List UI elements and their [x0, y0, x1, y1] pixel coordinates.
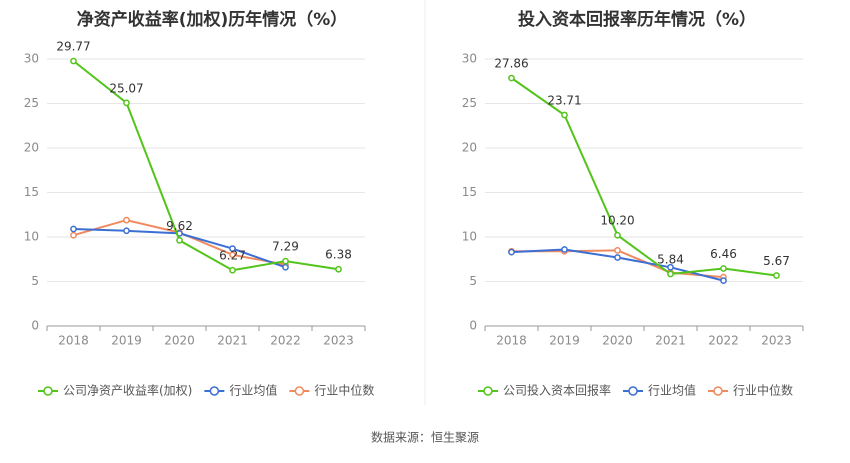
legend-marker — [209, 386, 220, 396]
data-point[interactable] — [561, 111, 568, 119]
y-tick-label: 15 — [462, 185, 477, 199]
y-tick-label: 15 — [24, 185, 39, 199]
x-tick-label: 2022 — [708, 334, 739, 348]
legend-label: 行业中位数 — [733, 383, 793, 398]
data-label: 27.86 — [494, 57, 528, 71]
series-line — [72, 60, 339, 272]
data-label: 10.20 — [600, 214, 634, 228]
data-point[interactable] — [70, 225, 77, 233]
chart-title: 净资产收益率(加权)历年情况（%） — [77, 9, 348, 30]
data-point[interactable] — [70, 57, 77, 65]
data-point[interactable] — [614, 254, 621, 261]
x-tick-label: 2020 — [602, 334, 633, 348]
x-tick-label: 2019 — [549, 334, 580, 348]
data-point[interactable] — [229, 251, 236, 259]
y-tick-label: 20 — [462, 141, 477, 155]
chart-panel-1: 净资产收益率(加权)历年情况（%） 0 5 10 15 20 25 30 2018 2019 202… — [24, 9, 375, 398]
legend-label: 公司净资产收益率(加权) — [63, 383, 192, 398]
series-1: 27.86 23.71 10.20 5.84 6.46 5.67 — [494, 57, 790, 279]
data-label: 6.38 — [325, 248, 352, 262]
legend: 公司净资产收益率(加权) 行业均值 行业中位数 — [38, 383, 374, 398]
legend-label: 公司投入资本回报率 — [503, 383, 611, 398]
x-tick-label: 2018 — [58, 334, 89, 348]
data-label: 6.46 — [710, 247, 737, 261]
data-label: 29.77 — [56, 40, 90, 54]
data-point[interactable] — [123, 227, 130, 235]
series-2 — [70, 225, 289, 271]
legend-marker — [294, 386, 305, 396]
data-point[interactable] — [720, 277, 727, 284]
y-tick-label: 30 — [462, 52, 477, 66]
legend-item[interactable]: 公司净资产收益率(加权) — [38, 383, 192, 398]
data-point[interactable] — [123, 216, 130, 224]
legend: 公司投入资本回报率 行业均值 行业中位数 — [478, 383, 793, 398]
legend-marker — [483, 386, 493, 396]
y-tick-label: 30 — [24, 52, 39, 66]
data-point[interactable] — [123, 99, 130, 107]
y-tick-label: 25 — [462, 96, 477, 110]
legend-marker — [713, 386, 723, 396]
data-label: 5.67 — [763, 254, 790, 268]
series-3 — [508, 247, 727, 281]
legend-label: 行业均值 — [648, 383, 696, 398]
y-tick-label: 10 — [462, 230, 477, 244]
data-point[interactable] — [282, 257, 289, 265]
data-point[interactable] — [561, 246, 568, 253]
x-tick-label: 2021 — [217, 334, 248, 348]
data-point[interactable] — [720, 265, 727, 272]
x-tick-label: 2020 — [164, 334, 195, 348]
data-label: 25.07 — [109, 81, 143, 95]
data-label: 7.29 — [272, 240, 299, 254]
chart-title: 投入资本回报率历年情况（%） — [518, 9, 756, 30]
data-label: 9.62 — [166, 219, 193, 233]
x-tick-label: 2019 — [111, 334, 142, 348]
chart-panel-2: 投入资本回报率历年情况（%） 0 5 10 15 20 25 30 2018 2019 2020 20… — [462, 9, 804, 398]
data-point[interactable] — [508, 248, 515, 256]
y-tick-label: 25 — [24, 96, 39, 110]
data-point[interactable] — [176, 237, 183, 244]
legend-label: 行业中位数 — [314, 383, 374, 398]
x-tick-label: 2022 — [270, 334, 301, 348]
legend-item[interactable]: 行业中位数 — [289, 383, 374, 398]
data-point[interactable] — [229, 245, 236, 252]
legend-marker — [43, 386, 53, 396]
data-point[interactable] — [229, 266, 236, 274]
y-tick-label: 5 — [31, 274, 39, 288]
series-line — [510, 77, 777, 277]
y-tick-label: 0 — [469, 319, 477, 333]
data-point[interactable] — [773, 272, 780, 279]
data-point[interactable] — [508, 74, 515, 82]
y-tick-label: 0 — [31, 319, 39, 333]
legend-item[interactable]: 行业均值 — [623, 383, 696, 398]
data-point[interactable] — [667, 263, 674, 271]
data-label: 23.71 — [547, 93, 581, 107]
x-tick-label: 2023 — [761, 334, 792, 348]
data-label: 6.27 — [219, 249, 246, 263]
x-tick-label: 2018 — [496, 334, 527, 348]
source-text: 数据来源：恒生聚源 — [371, 430, 479, 445]
data-point[interactable] — [614, 231, 621, 239]
data-point[interactable] — [335, 265, 342, 273]
data-point[interactable] — [282, 263, 289, 271]
legend-label: 行业均值 — [229, 383, 277, 398]
x-tick-label: 2021 — [655, 334, 686, 348]
data-point[interactable] — [667, 270, 674, 278]
legend-item[interactable]: 行业中位数 — [708, 383, 793, 398]
y-tick-label: 10 — [24, 230, 39, 244]
series-1: 29.77 25.07 9.62 6.27 7.29 6.38 — [56, 40, 352, 274]
legend-item[interactable]: 公司投入资本回报率 — [478, 383, 611, 398]
data-point[interactable] — [70, 231, 77, 239]
legend-marker — [628, 386, 638, 396]
y-tick-label: 20 — [24, 141, 39, 155]
y-tick-label: 5 — [469, 274, 477, 288]
legend-item[interactable]: 行业均值 — [204, 383, 277, 398]
data-point[interactable] — [614, 247, 621, 254]
data-label: 5.84 — [657, 253, 684, 267]
x-tick-label: 2023 — [323, 334, 354, 348]
